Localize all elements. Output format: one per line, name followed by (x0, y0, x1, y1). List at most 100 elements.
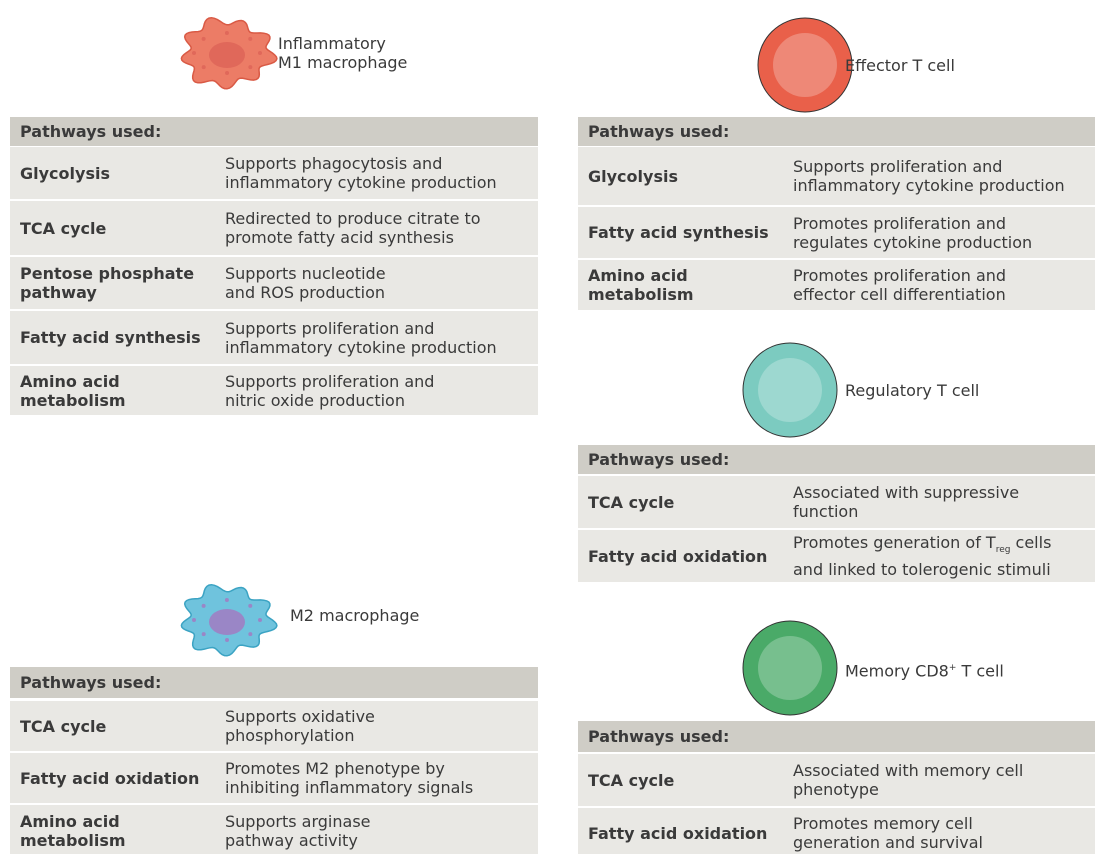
table-header: Pathways used: (578, 445, 1095, 474)
pathway-line: Amino acid (20, 371, 120, 391)
pathway: Fatty acid oxidation (578, 547, 793, 566)
role: Promotes M2 phenotype by inhibiting infla… (225, 759, 473, 797)
role-line: and ROS production (225, 283, 386, 302)
role: Promotes memory cell generation and survi… (793, 814, 983, 852)
pathway: TCA cycle (578, 493, 793, 512)
cell-label: Memory CD8+ T cell (845, 659, 1004, 680)
icon-shape (201, 632, 206, 637)
cell-icon (742, 342, 838, 438)
pathway: Fatty acid synthesis (578, 223, 793, 242)
role: Promotes proliferation and effector cell … (793, 266, 1006, 304)
pathway-line: Glycolysis (20, 163, 110, 183)
role-line: inflammatory cytokine production (793, 176, 1065, 195)
role: Supports proliferation and inflammatory c… (225, 319, 497, 357)
text-segment: Promotes generation of T (793, 532, 996, 552)
role-line: pathway activity (225, 831, 358, 850)
icon-shape (209, 42, 245, 68)
cell-label: M2 macrophage (290, 606, 419, 625)
role-line: Promotes M2 phenotype by (225, 759, 445, 778)
icon-shape (742, 620, 838, 716)
icon-shape (209, 609, 245, 635)
role-line: Associated with suppressive (793, 483, 1020, 502)
table-row: Fatty acid synthesis Supports proliferati… (10, 311, 538, 364)
role: Supports phagocytosis and inflammatory cy… (225, 154, 497, 192)
pathway: TCA cycle (10, 219, 225, 238)
pathway-line: metabolism (588, 285, 694, 304)
subscript: reg (995, 545, 1011, 556)
table: Pathways used: Glycolysis Supports phagocy… (10, 0, 538, 854)
pathway-line: Amino acid (20, 812, 120, 831)
pathway-line: Fatty acid oxidation (20, 768, 200, 788)
cell-label: Inflammatory M1 macrophage (278, 34, 407, 72)
cell-icon (180, 16, 278, 90)
pathway-line: Fatty acid oxidation (588, 823, 768, 843)
role-line: regulates cytokine production (793, 232, 1033, 252)
cell-icon (180, 583, 278, 657)
role-line: promote fatty acid synthesis (225, 228, 454, 247)
pathway: Amino acid metabolism (10, 812, 225, 850)
pathway: Glycolysis (578, 167, 793, 186)
role-line: Associated with memory cell (793, 761, 1024, 780)
role: Supports proliferation and nitric oxide p… (225, 372, 434, 410)
pathway-line: Pentose phosphate (20, 264, 195, 283)
icon-shape (248, 603, 253, 608)
icon-shape (201, 65, 206, 70)
pathway-line: TCA cycle (588, 492, 675, 512)
table: Pathways used: TCA cycle Associated with m… (578, 0, 1095, 854)
table-row: TCA cycle Supports oxidative phosphorylati… (10, 701, 538, 751)
role: Supports nucleotide and ROS production (225, 264, 386, 302)
role-line: Supports phagocytosis and (225, 154, 443, 173)
cell-icon (742, 620, 838, 716)
table-row: TCA cycle Associated with suppressive func… (578, 476, 1095, 528)
table-row: Fatty acid oxidation Promotes memory cell… (578, 808, 1095, 854)
cell-icon (757, 17, 853, 113)
icon-shape (758, 636, 822, 700)
pathway-line: Amino acid (588, 266, 688, 285)
pathway-line: TCA cycle (20, 716, 107, 736)
pathway: Glycolysis (10, 164, 225, 183)
pathway-line: metabolism (20, 831, 126, 850)
icon-shape (258, 618, 262, 622)
role-line: generation and survival (793, 833, 983, 852)
role-line: Supports proliferation and (225, 318, 435, 338)
text-segment: cells (1010, 532, 1052, 552)
table-row: Amino acid metabolism Promotes proliferati… (578, 260, 1095, 310)
label-line: M2 macrophage (290, 605, 420, 625)
pathway: Fatty acid oxidation (10, 769, 225, 788)
label-line: Memory CD8+ T cell (845, 659, 1004, 680)
table-header: Pathways used: (578, 117, 1095, 146)
role-line: phosphorylation (225, 726, 355, 745)
pathway-line: metabolism (20, 390, 126, 410)
pathway-line: Fatty acid synthesis (588, 223, 769, 242)
role-line: Supports oxidative (225, 707, 375, 726)
pathway-line: TCA cycle (20, 218, 107, 238)
role-line: Supports proliferation and (225, 371, 435, 391)
table-row: Fatty acid oxidation Promotes M2 phenotyp… (10, 753, 538, 803)
role-line: Promotes generation of Treg cells (793, 533, 1051, 560)
role-line: Promotes proliferation and (793, 266, 1007, 285)
role-line: Redirected to produce citrate to (225, 209, 481, 228)
role-line: Supports proliferation and (793, 157, 1003, 176)
icon-shape (224, 31, 229, 36)
cell-label: Effector T cell (845, 56, 955, 75)
role-line: Promotes proliferation and (793, 213, 1007, 233)
table-row: TCA cycle Redirected to produce citrate t… (10, 201, 538, 255)
icon-shape (225, 70, 230, 75)
cell-label: Regulatory T cell (845, 381, 979, 400)
table-header: Pathways used: (10, 667, 538, 698)
role-line: Supports arginase (225, 812, 371, 831)
pathway-line: Glycolysis (588, 166, 678, 186)
pathway: TCA cycle (578, 771, 793, 790)
role: Supports oxidative phosphorylation (225, 707, 375, 745)
icon-shape (248, 632, 253, 637)
table-row: Fatty acid oxidation Promotes generation … (578, 530, 1095, 582)
icon-shape (758, 358, 822, 422)
table-row: TCA cycle Associated with memory cell phen… (578, 754, 1095, 806)
table-row: Glycolysis Supports proliferation and infl… (578, 147, 1095, 205)
table-row: Amino acid metabolism Supports arginase pat… (10, 805, 538, 854)
icon-shape (192, 618, 197, 623)
pathway-line: Fatty acid oxidation (588, 546, 768, 566)
role-line: inhibiting inflammatory signals (225, 778, 474, 797)
role: Promotes proliferation and regulates cyto… (793, 214, 1032, 252)
